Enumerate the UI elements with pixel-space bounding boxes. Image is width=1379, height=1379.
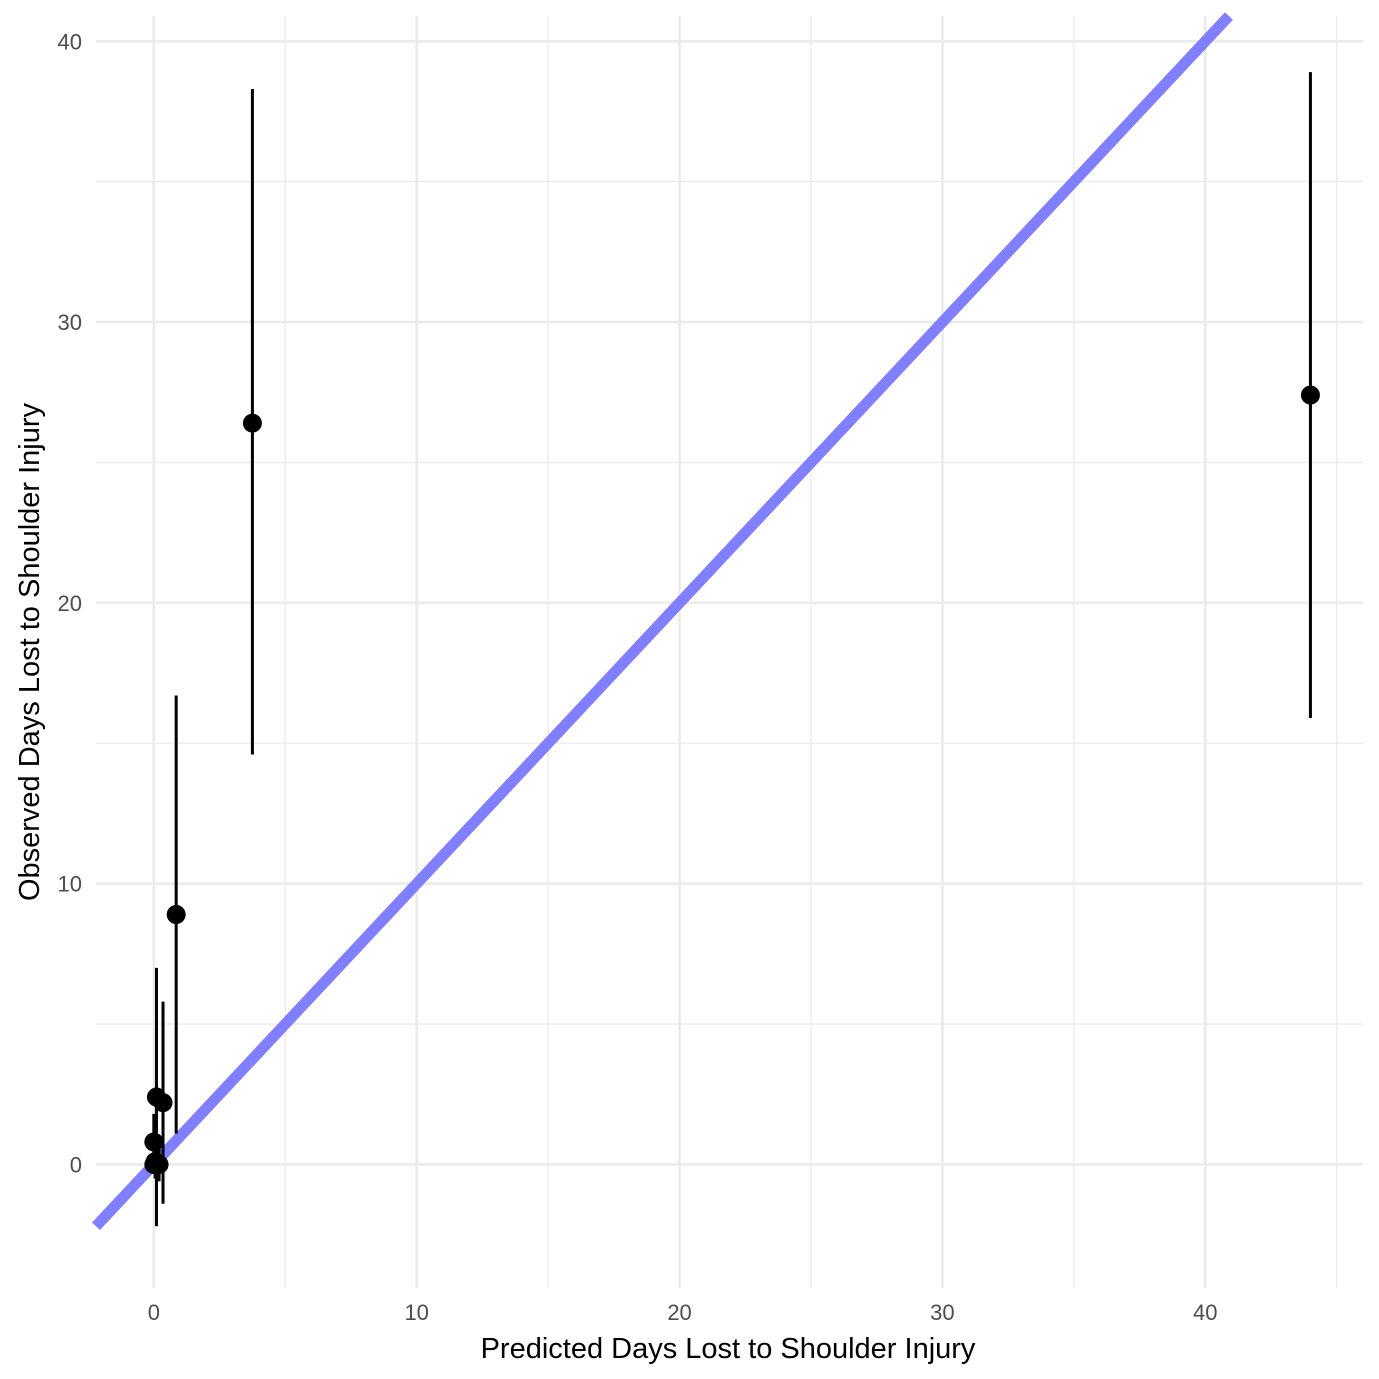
point-layer (144, 385, 1320, 1174)
y-tick-label: 30 (58, 310, 82, 335)
x-axis-title: Predicted Days Lost to Shoulder Injury (481, 1333, 976, 1365)
data-point (242, 413, 262, 433)
identity-reference-line (91, 12, 1233, 1230)
data-point (149, 1154, 169, 1174)
data-point (153, 1093, 173, 1113)
error-bar-layer (152, 72, 1312, 1227)
y-tick-label: 0 (70, 1152, 82, 1177)
y-tick-label: 40 (58, 29, 82, 54)
x-tick-label: 10 (404, 1300, 428, 1325)
y-axis-title: Observed Days Lost to Shoulder Injury (14, 402, 46, 901)
data-point (166, 905, 186, 925)
y-tick-label: 20 (58, 591, 82, 616)
data-point (1300, 385, 1320, 405)
x-tick-label: 40 (1193, 1300, 1217, 1325)
x-tick-label: 0 (148, 1300, 160, 1325)
x-tick-label: 30 (930, 1300, 954, 1325)
x-tick-label: 20 (667, 1300, 691, 1325)
tick-label-layer: 0 10 20 30 40 0 10 20 30 40 (58, 29, 1218, 1325)
y-tick-label: 10 (58, 872, 82, 897)
data-point (144, 1132, 164, 1152)
grid (96, 16, 1363, 1288)
reference-line-layer (91, 12, 1233, 1230)
